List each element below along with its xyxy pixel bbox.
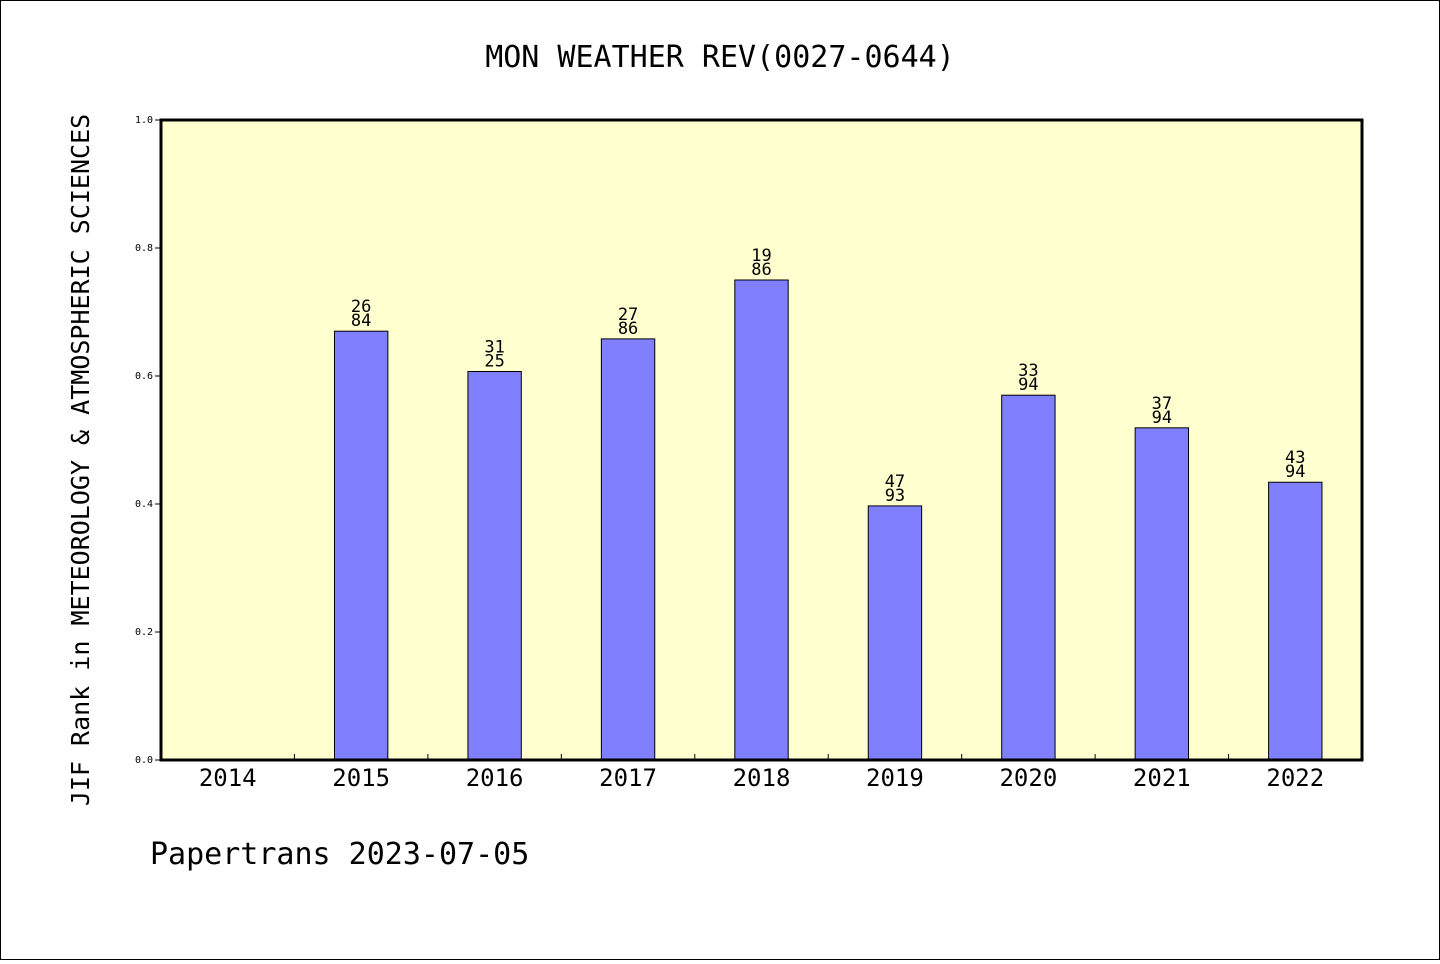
chart-title: MON WEATHER REV(0027-0644) <box>485 40 955 75</box>
bar-label-rank: 33 <box>1018 361 1038 381</box>
bar-label-rank: 37 <box>1152 394 1172 414</box>
bar-2018 <box>734 279 789 761</box>
x-tick-label: 2017 <box>599 764 657 792</box>
bar-2021 <box>1134 427 1190 761</box>
y-axis: 0.0 0.2 0.4 0.6 0.8 1.0 <box>135 115 161 766</box>
x-tick-label: 2019 <box>866 764 924 792</box>
x-tick-label: 2015 <box>332 764 390 792</box>
y-tick-label: 0.2 <box>135 627 153 638</box>
y-tick-label: 0.8 <box>135 243 153 254</box>
bar-label-total: 86 <box>751 260 771 280</box>
x-tick-label: 2018 <box>733 764 791 792</box>
x-tick-label: 2021 <box>1133 764 1191 792</box>
bar-label-total: 84 <box>351 311 371 331</box>
plot-border <box>159 118 1364 762</box>
bar-2016 <box>467 371 522 761</box>
y-tick-label: 0.0 <box>135 755 153 766</box>
x-tick-label: 2022 <box>1266 764 1324 792</box>
bar-label-rank: 31 <box>484 338 504 358</box>
bar-label-total: 25 <box>484 352 504 372</box>
x-axis: 2014 2015 2016 2017 2018 2019 2020 2021 2022 <box>199 754 1324 792</box>
y-tick-label: 1.0 <box>135 115 153 126</box>
bar-label-total: 86 <box>618 319 638 339</box>
x-tick-label: 2020 <box>999 764 1057 792</box>
bar-label-total: 94 <box>1285 462 1305 482</box>
bar-label-total: 94 <box>1018 375 1038 395</box>
bar-2019 <box>867 505 923 761</box>
bar-label-rank: 27 <box>618 305 638 325</box>
footer-date-stamp: Papertrans 2023-07-05 <box>150 837 529 872</box>
bar-2020 <box>1001 394 1056 761</box>
bar-label-total: 93 <box>885 486 905 506</box>
bar-label-total: 94 <box>1152 408 1172 428</box>
bar-2017 <box>600 338 656 761</box>
bar-label-rank: 47 <box>885 472 905 492</box>
bar-2022 <box>1268 481 1323 761</box>
bar-label-rank: 19 <box>751 246 771 266</box>
bar-label-rank: 43 <box>1285 448 1305 468</box>
x-tick-label: 2016 <box>466 764 524 792</box>
bar-label-rank: 26 <box>351 297 371 317</box>
bar-2015 <box>333 330 389 761</box>
y-axis-label: JIF Rank in METEOROLOGY & ATMOSPHERIC SC… <box>66 114 95 806</box>
y-tick-label: 0.6 <box>135 371 153 382</box>
x-tick-label: 2014 <box>199 764 257 792</box>
y-tick-label: 0.4 <box>135 499 153 510</box>
